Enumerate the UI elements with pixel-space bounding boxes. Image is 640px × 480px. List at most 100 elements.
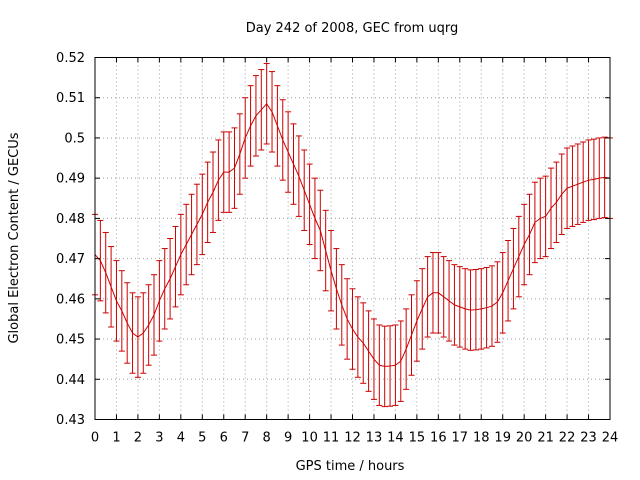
error-bar-60 <box>413 280 420 362</box>
error-bar-63 <box>429 252 436 334</box>
error-bar-64 <box>435 252 442 334</box>
error-bar-42 <box>317 189 324 272</box>
x-tick-label-11: 11 <box>323 431 340 446</box>
error-bar-33 <box>269 71 276 153</box>
error-bar-6 <box>124 282 131 364</box>
error-bar-49 <box>354 296 361 378</box>
error-bar-46 <box>338 264 345 346</box>
x-tick-label-1: 1 <box>112 431 120 446</box>
error-bar-69 <box>462 268 469 350</box>
y-tick-label-0.43: 0.43 <box>56 413 85 428</box>
error-bar-76 <box>499 252 506 334</box>
error-bar-1 <box>97 219 104 302</box>
error-bar-12 <box>156 260 163 342</box>
x-tick-label-12: 12 <box>344 431 361 446</box>
error-bar-45 <box>333 248 340 330</box>
error-bar-94 <box>596 137 603 219</box>
y-tick-label-0.44: 0.44 <box>56 373 85 388</box>
x-tick-label-4: 4 <box>177 431 185 446</box>
error-bar-32 <box>263 63 270 145</box>
error-bar-80 <box>521 203 528 286</box>
error-bar-82 <box>531 181 538 264</box>
error-bar-30 <box>252 75 259 157</box>
error-bar-48 <box>349 288 356 370</box>
error-bar-91 <box>580 141 587 223</box>
error-bar-31 <box>258 69 265 151</box>
error-bar-77 <box>505 240 512 322</box>
error-bar-15 <box>172 225 179 308</box>
error-bar-41 <box>311 177 318 260</box>
error-bar-53 <box>376 324 383 406</box>
error-bar-16 <box>177 213 184 296</box>
y-tick-label-0.47: 0.47 <box>56 252 85 267</box>
error-bar-40 <box>306 163 313 246</box>
error-bar-36 <box>285 111 292 193</box>
error-bar-2 <box>102 231 109 314</box>
error-bar-71 <box>472 268 479 351</box>
axis-ticks <box>94 57 611 420</box>
error-bar-72 <box>478 268 485 350</box>
y-tick-label-0.46: 0.46 <box>56 292 85 307</box>
x-tick-label-13: 13 <box>366 431 383 446</box>
x-tick-label-18: 18 <box>473 431 490 446</box>
x-tick-label-15: 15 <box>409 431 426 446</box>
x-tick-label-19: 19 <box>494 431 511 446</box>
error-bar-35 <box>279 99 286 181</box>
y-tick-label-0.49: 0.49 <box>56 172 85 187</box>
error-bar-8 <box>134 296 141 378</box>
error-bar-57 <box>397 320 404 402</box>
error-bar-86 <box>553 161 560 244</box>
error-bar-75 <box>494 261 501 343</box>
error-bar-67 <box>451 264 458 346</box>
error-bar-88 <box>564 147 571 229</box>
error-bar-9 <box>140 292 147 374</box>
x-tick-label-6: 6 <box>220 431 228 446</box>
x-tick-label-14: 14 <box>387 431 404 446</box>
x-tick-label-16: 16 <box>430 431 447 446</box>
error-bar-65 <box>440 256 447 338</box>
error-bar-18 <box>188 193 195 276</box>
error-bar-29 <box>247 85 254 167</box>
error-bar-73 <box>483 266 490 349</box>
x-tick-label-7: 7 <box>241 431 249 446</box>
error-bar-95 <box>601 136 608 219</box>
y-tick-label-0.52: 0.52 <box>56 51 85 66</box>
x-tick-label-10: 10 <box>301 431 318 446</box>
error-bar-44 <box>328 229 335 312</box>
x-tick-label-22: 22 <box>559 431 576 446</box>
error-bar-11 <box>151 274 158 356</box>
error-bar-38 <box>295 135 302 217</box>
error-bar-47 <box>344 278 351 360</box>
error-bar-3 <box>108 246 115 328</box>
x-tick-label-24: 24 <box>602 431 619 446</box>
error-bar-51 <box>365 310 372 392</box>
error-bar-59 <box>408 294 415 376</box>
error-bar-74 <box>488 265 495 347</box>
error-bar-54 <box>381 325 388 408</box>
y-tick-label-0.51: 0.51 <box>56 91 85 106</box>
error-bar-90 <box>574 143 581 225</box>
error-bar-34 <box>274 85 281 167</box>
error-bar-84 <box>542 175 549 258</box>
error-bar-28 <box>242 97 249 179</box>
x-tick-label-21: 21 <box>537 431 554 446</box>
x-tick-label-20: 20 <box>516 431 533 446</box>
error-bar-55 <box>387 325 394 407</box>
y-tick-label-0.45: 0.45 <box>56 333 85 348</box>
error-bar-93 <box>590 138 597 221</box>
x-tick-label-9: 9 <box>284 431 292 446</box>
x-tick-label-17: 17 <box>452 431 469 446</box>
error-bar-68 <box>456 266 463 348</box>
error-bar-14 <box>167 238 174 320</box>
error-bar-24 <box>220 131 227 213</box>
error-bar-26 <box>231 127 238 209</box>
error-bar-37 <box>290 123 297 205</box>
error-bar-83 <box>537 177 544 260</box>
series-gec <box>92 63 613 408</box>
error-bar-25 <box>226 131 233 213</box>
error-bar-10 <box>145 284 152 366</box>
error-bar-66 <box>446 260 453 342</box>
error-bar-89 <box>569 145 576 227</box>
error-bar-79 <box>515 215 522 298</box>
